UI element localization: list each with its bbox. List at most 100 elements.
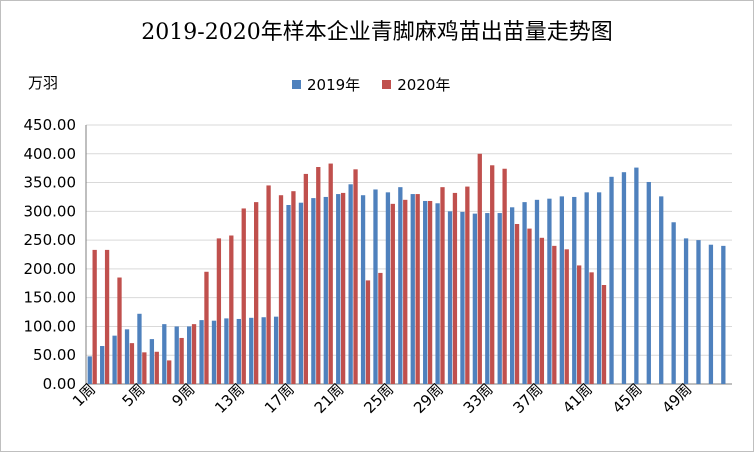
bar-2019 (398, 187, 403, 384)
x-tick-label: 45周 (609, 380, 646, 417)
bar-2020 (477, 153, 482, 384)
legend: 2019年 2020年 (292, 74, 450, 95)
legend-swatch-2020 (382, 80, 392, 89)
bar-2019 (186, 326, 192, 384)
y-tick-label: 0.00 (43, 375, 76, 393)
legend-item-2019: 2019年 (292, 74, 360, 95)
bar-2019 (646, 181, 651, 384)
x-tick-label: 37周 (509, 380, 546, 417)
bar-2019 (634, 167, 639, 384)
bar-2020 (465, 186, 470, 384)
bar-2019 (298, 202, 304, 384)
bar-2019 (199, 320, 204, 384)
bar-2019 (174, 326, 179, 384)
bar-2020 (328, 163, 333, 384)
bar-2020 (390, 203, 395, 384)
bar-2020 (216, 238, 222, 384)
bar-2019 (721, 245, 726, 384)
bar-2019 (509, 207, 515, 384)
bar-2020 (527, 228, 532, 384)
bar-2020 (104, 249, 110, 384)
x-tick-label: 33周 (460, 380, 497, 417)
bar-2019 (671, 222, 676, 384)
bar-2020 (403, 199, 408, 384)
bar-2019 (609, 176, 614, 384)
y-tick-label: 200.00 (24, 260, 77, 278)
bar-2019 (472, 213, 478, 384)
bar-2019 (522, 202, 527, 384)
bar-2019 (360, 195, 366, 384)
x-tick-label: 29周 (410, 380, 447, 417)
bar-2019 (559, 196, 564, 384)
x-tick-label: 21周 (311, 380, 348, 417)
x-tick-label: 13周 (211, 380, 248, 417)
bar-2020 (154, 351, 159, 384)
bar-2019 (534, 199, 540, 384)
y-tick-label: 100.00 (24, 317, 77, 335)
bar-2020 (564, 249, 569, 384)
y-tick-label: 150.00 (24, 289, 77, 307)
bar-2020 (440, 187, 445, 384)
bar-2020 (179, 337, 184, 384)
y-tick-label: 450.00 (24, 116, 77, 134)
bar-2020 (577, 265, 582, 384)
x-tick-label: 17周 (261, 380, 298, 417)
bar-2020 (191, 324, 197, 384)
bar-2019 (336, 194, 341, 384)
y-axis-unit-label: 万羽 (28, 74, 59, 92)
bar-2019 (460, 211, 465, 384)
bar-2020 (415, 194, 420, 384)
bar-2019 (385, 192, 391, 384)
bar-2020 (365, 280, 371, 384)
bar-2020 (502, 168, 507, 384)
bar-2019 (162, 324, 167, 384)
bar-2020 (378, 272, 383, 384)
bar-2019 (311, 198, 316, 384)
y-tick-label: 300.00 (24, 202, 77, 220)
legend-label-2020: 2020年 (397, 76, 451, 94)
bar-2019 (124, 329, 130, 384)
bar-2019 (323, 196, 328, 384)
bar-2019 (497, 213, 502, 384)
x-tick-label: 9周 (168, 380, 198, 410)
bar-2019 (286, 205, 291, 384)
bar-2020 (167, 360, 172, 384)
bar-2019 (423, 200, 428, 384)
legend-swatch-2019 (292, 80, 301, 89)
bar-2019 (87, 356, 92, 384)
bar-2019 (224, 318, 229, 384)
bar-2019 (249, 317, 254, 384)
bar-2019 (547, 198, 552, 384)
bar-2019 (572, 196, 577, 384)
bar-2020 (241, 208, 246, 384)
bar-2019 (236, 318, 241, 384)
bar-2019 (683, 238, 689, 384)
x-tick-label: 49周 (659, 380, 696, 417)
y-tick-label: 250.00 (24, 231, 77, 249)
bar-2020 (291, 191, 296, 384)
bar-2019 (447, 211, 453, 384)
bar-2020 (117, 277, 122, 384)
y-tick-label: 50.00 (33, 346, 76, 364)
bar-2020 (490, 165, 495, 384)
bar-2019 (596, 192, 602, 384)
bar-2019 (659, 196, 664, 384)
bar-2019 (373, 189, 378, 384)
bar-2019 (261, 317, 266, 384)
bar-2020 (142, 352, 147, 384)
bar-2020 (229, 235, 234, 384)
bar-2019 (211, 320, 217, 384)
bar-2020 (552, 245, 557, 384)
bar-2020 (353, 169, 358, 384)
bar-2019 (584, 192, 589, 384)
bar-2020 (204, 271, 209, 384)
bar-2020 (427, 200, 433, 384)
bar-2020 (254, 202, 259, 384)
bar-2020 (589, 272, 594, 384)
bar-2020 (266, 185, 271, 384)
bar-2019 (273, 316, 279, 384)
chart-title: 2019-2020年样本企业青脚麻鸡苗出苗量走势图 (141, 20, 613, 45)
bar-2019 (137, 313, 142, 384)
bar-2019 (696, 240, 701, 384)
